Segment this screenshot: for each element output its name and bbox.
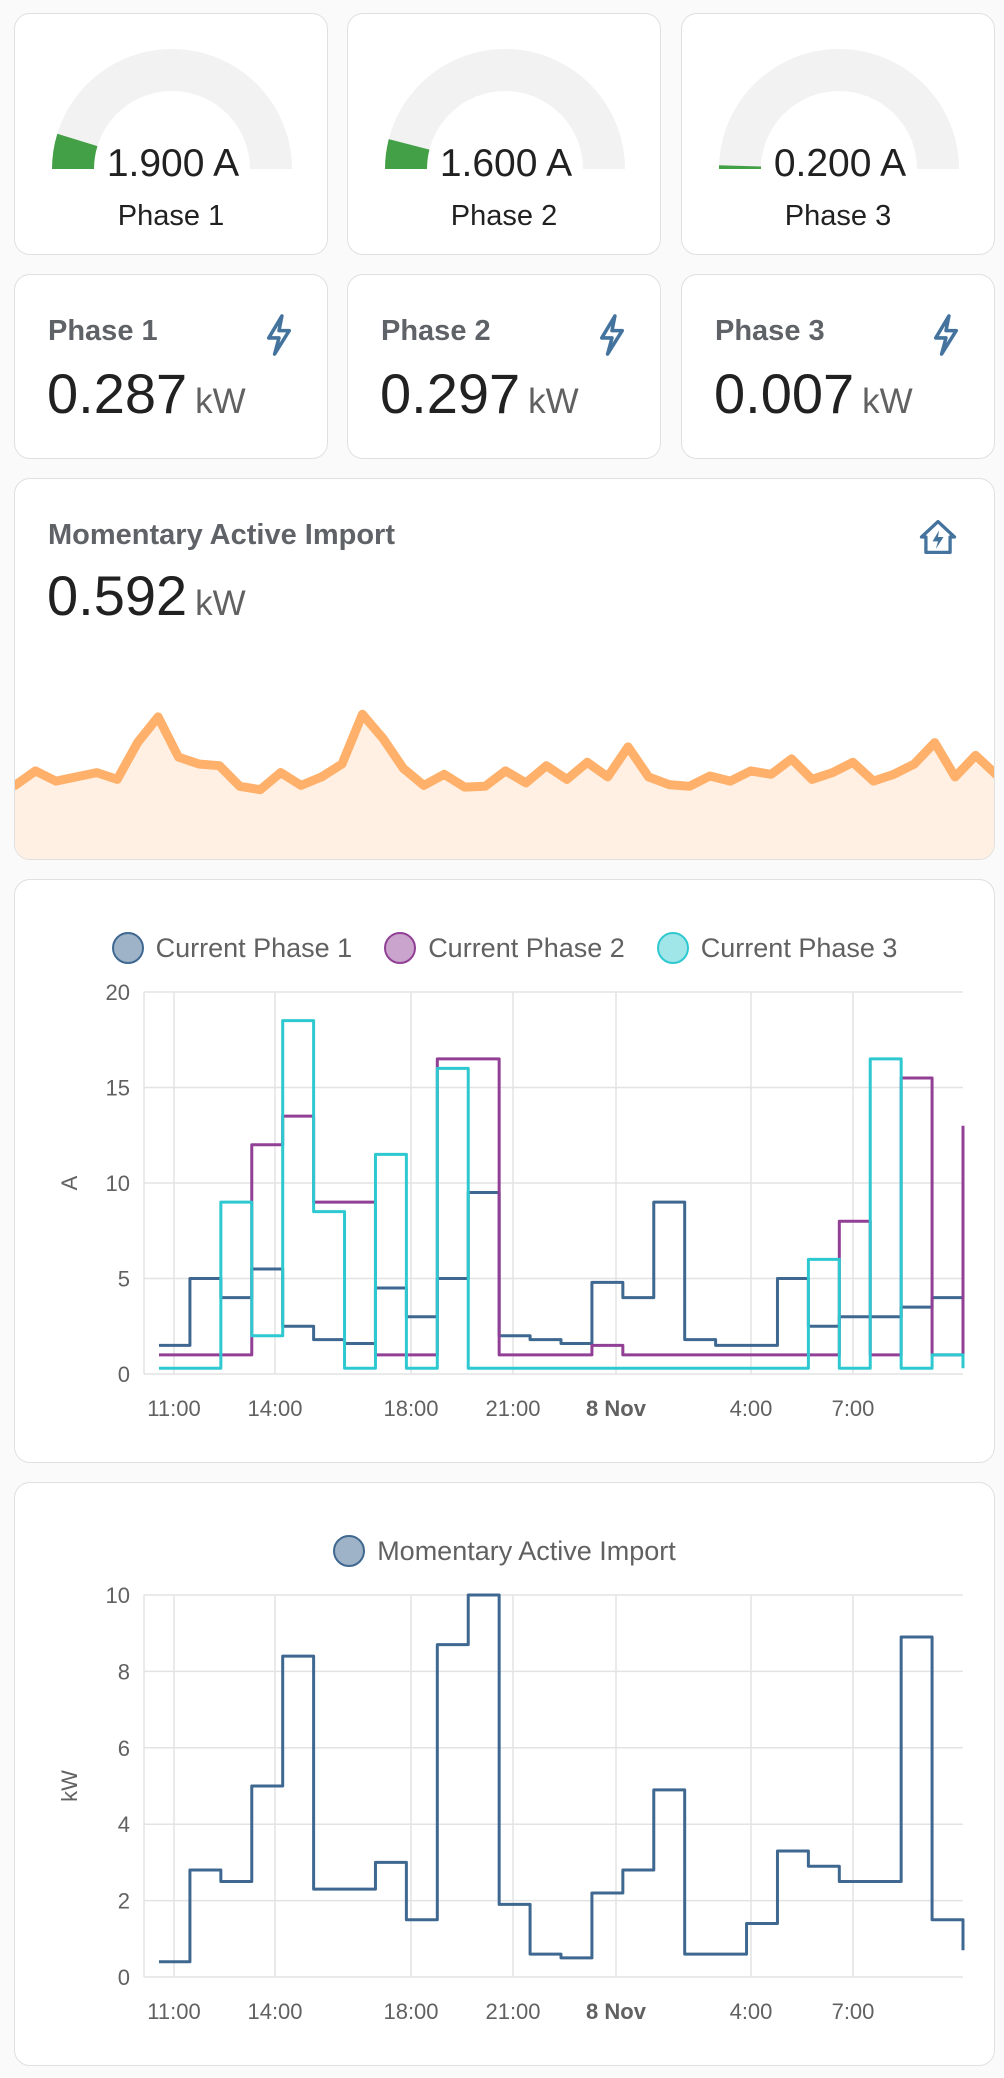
current-history-card[interactable]: Current Phase 1 Current Phase 2 Current … (14, 879, 995, 1463)
chart-legend: Momentary Active Import (15, 1535, 994, 1567)
x-tick-label: 11:00 (147, 1396, 200, 1421)
tile-value: 0.287 kW (47, 361, 246, 426)
x-tick-label: 4:00 (730, 1999, 773, 2024)
current-line-chart[interactable]: 0 5 10 15 20 A 11:00 14:00 18:00 21:00 8 Nov 4:00 7:… (15, 880, 995, 1463)
legend-item-phase-3[interactable]: Current Phase 3 (656, 932, 898, 964)
power-unit: kW (528, 382, 579, 421)
y-tick-label: 0 (118, 1362, 130, 1387)
legend-swatch (111, 932, 144, 964)
gauge-fill (385, 139, 430, 170)
x-tick-label: 18:00 (383, 1396, 438, 1421)
sparkline-line (15, 709, 994, 795)
x-tick-label: 21:00 (485, 1999, 540, 2024)
flash-icon (933, 314, 959, 356)
home-lightning-icon (919, 519, 957, 555)
power-unit: kW (195, 382, 246, 421)
y-tick-label: 0 (118, 1965, 130, 1990)
series-line-1 (159, 1191, 965, 1347)
chart-legend: Current Phase 1 Current Phase 2 Current … (15, 932, 994, 964)
sparkline-graph (15, 709, 994, 859)
gauge-name: Phase 3 (784, 200, 892, 232)
x-tick-label: 7:00 (832, 1999, 875, 2024)
series-line-3 (159, 1019, 965, 1370)
series-line-2 (159, 1057, 965, 1357)
gauge-track (719, 49, 959, 170)
gauge-value: 0.200 A (773, 142, 907, 185)
x-tick-label: 21:00 (485, 1396, 540, 1421)
y-tick-label: 5 (118, 1267, 130, 1292)
flash-icon (266, 314, 292, 356)
y-tick-label: 4 (118, 1812, 130, 1837)
gauge (52, 49, 292, 170)
legend-swatch (384, 932, 417, 964)
x-tick-label: 11:00 (147, 1999, 200, 2024)
import-line-chart[interactable]: 0 2 4 6 8 10 kW 11:00 14:00 18:00 21:00 8 Nov 4:00 7:… (15, 1483, 995, 2066)
x-tick-label: 18:00 (383, 1999, 438, 2024)
import-history-card[interactable]: Momentary Active Import 0 2 4 6 8 10 kW 11:00 14… (14, 1482, 995, 2066)
x-tick-label: 7:00 (832, 1396, 875, 1421)
power-value: 0.007 (714, 362, 855, 425)
y-tick-label: 8 (118, 1659, 130, 1684)
power-tile-phase-3[interactable]: Phase 3 0.007 kW (681, 274, 995, 459)
legend-item-phase-1[interactable]: Current Phase 1 (111, 932, 353, 964)
tile-name: Phase 1 (48, 315, 158, 347)
gauge (385, 49, 625, 170)
series-line-1 (159, 1593, 965, 1964)
y-tick-label: 10 (106, 1171, 130, 1196)
gauge (719, 49, 959, 170)
legend-label: Current Phase 1 (155, 932, 353, 963)
sparkline-area (15, 714, 994, 859)
gauge-fill (52, 133, 98, 170)
power-value: 0.287 (47, 362, 188, 425)
y-axis-label: A (57, 1175, 82, 1190)
y-tick-label: 20 (106, 980, 130, 1005)
tile-name: Phase 3 (715, 315, 825, 347)
gauge-card-phase-3[interactable]: 0.200 A Phase 3 (681, 13, 995, 255)
legend-item-phase-2[interactable]: Current Phase 2 (384, 932, 625, 964)
gauge-track (52, 49, 292, 170)
x-tick-label: 4:00 (730, 1396, 773, 1421)
momentary-value: 0.592 (47, 564, 188, 627)
gauge-name: Phase 2 (450, 200, 558, 232)
legend-swatch (333, 1535, 366, 1567)
power-unit: kW (862, 382, 913, 421)
gauge-value: 1.600 A (439, 142, 573, 185)
tile-value: 0.297 kW (380, 361, 579, 426)
power-tile-phase-1[interactable]: Phase 1 0.287 kW (14, 274, 328, 459)
x-tick-label: 8 Nov (586, 1999, 647, 2024)
sensor-value: 0.592 kW (47, 563, 246, 628)
x-tick-label: 14:00 (247, 1396, 302, 1421)
momentary-import-card[interactable]: Momentary Active Import 0.592 kW (14, 478, 995, 860)
y-tick-label: 2 (118, 1889, 130, 1914)
y-tick-label: 10 (106, 1583, 130, 1608)
gauge-card-phase-1[interactable]: 1.900 A Phase 1 (14, 13, 328, 255)
tile-value: 0.007 kW (714, 361, 913, 426)
legend-label: Momentary Active Import (377, 1535, 676, 1566)
legend-item-import[interactable]: Momentary Active Import (333, 1535, 676, 1567)
legend-label: Current Phase 2 (428, 932, 625, 963)
gauge-value: 1.900 A (106, 142, 240, 185)
sensor-name: Momentary Active Import (48, 519, 395, 551)
gauge-track (385, 49, 625, 170)
y-tick-label: 6 (118, 1736, 130, 1761)
y-tick-label: 15 (106, 1076, 130, 1101)
momentary-unit: kW (195, 584, 246, 623)
legend-swatch (656, 932, 689, 964)
legend-label: Current Phase 3 (700, 932, 898, 963)
flash-icon (599, 314, 625, 356)
gauge-name: Phase 1 (117, 200, 225, 232)
x-tick-label: 14:00 (247, 1999, 302, 2024)
power-tile-phase-2[interactable]: Phase 2 0.297 kW (347, 274, 661, 459)
tile-name: Phase 2 (381, 315, 491, 347)
gauge-card-phase-2[interactable]: 1.600 A Phase 2 (347, 13, 661, 255)
x-tick-label: 8 Nov (586, 1396, 647, 1421)
power-value: 0.297 (380, 362, 521, 425)
y-axis-label: kW (57, 1770, 82, 1802)
